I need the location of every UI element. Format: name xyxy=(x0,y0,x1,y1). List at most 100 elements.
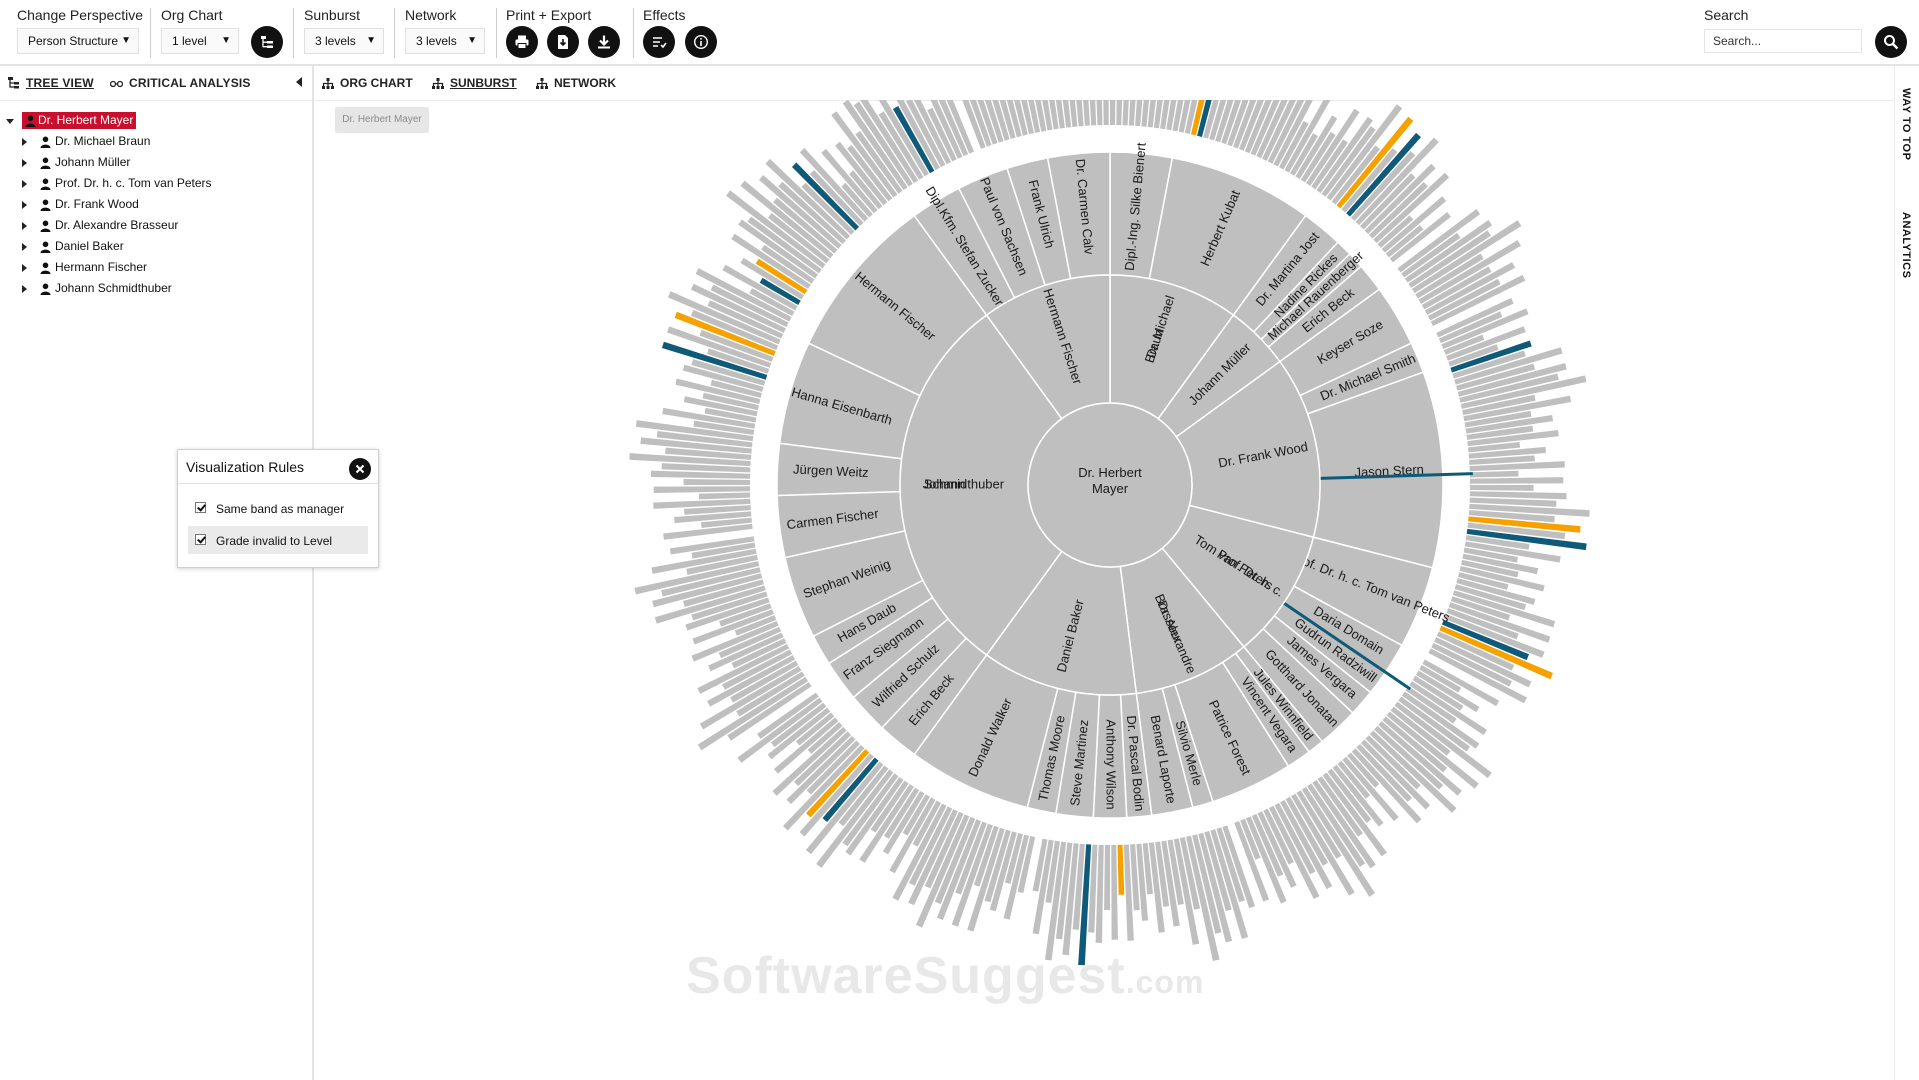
analytics-button[interactable]: ANALYTICS xyxy=(1900,212,1912,279)
outer-ring-segment xyxy=(1032,838,1048,892)
breadcrumb[interactable]: Dr. Herbert Mayer xyxy=(335,107,429,133)
outer-ring-segment xyxy=(1167,839,1184,905)
outer-ring-segment xyxy=(665,447,752,460)
network-levels-select[interactable]: 3 levels ▼ xyxy=(405,28,485,54)
tab-critical-analysis[interactable]: CRITICAL ANALYSIS xyxy=(109,76,251,90)
export-pdf-button[interactable] xyxy=(547,26,579,58)
outer-ring-segment xyxy=(718,626,782,659)
visualization-rules-button[interactable] xyxy=(643,26,675,58)
outer-ring-segment xyxy=(1460,375,1587,409)
tree-node[interactable]: Dr. Frank Wood xyxy=(0,194,310,215)
outer-ring-segment xyxy=(683,479,751,485)
outer-ring-segment xyxy=(1234,821,1270,902)
tree-node[interactable]: Johann Müller xyxy=(0,152,310,173)
tree-node[interactable]: Prof. Dr. h. c. Tom van Peters xyxy=(0,173,310,194)
outer-ring-segment xyxy=(667,326,772,368)
outer-ring-segment xyxy=(1055,100,1065,129)
outer-ring-segment xyxy=(1444,614,1545,658)
tree-node[interactable]: Daniel Baker xyxy=(0,236,310,257)
info-button[interactable] xyxy=(685,26,717,58)
outer-ring-segment xyxy=(1469,503,1590,517)
outer-ring-segment xyxy=(1160,100,1170,130)
outer-ring-segment xyxy=(1454,584,1527,611)
checkbox[interactable] xyxy=(195,534,206,545)
rule-same-band[interactable]: Same band as manager xyxy=(188,494,368,522)
left-panel: TREE VIEW CRITICAL ANALYSIS Dr. Herbert … xyxy=(0,66,314,1080)
tab-network[interactable]: NETWORK xyxy=(536,76,616,90)
sunburst-levels-select[interactable]: 3 levels ▼ xyxy=(304,28,384,54)
expand-right-icon[interactable] xyxy=(22,222,27,230)
outer-ring-segment xyxy=(629,453,751,467)
outer-ring-segment xyxy=(1035,100,1047,132)
collapse-panel-icon[interactable] xyxy=(296,77,302,87)
outer-ring-segment xyxy=(1062,843,1079,956)
outer-ring-segment xyxy=(690,309,779,351)
tab-sunburst[interactable]: SUNBURST xyxy=(432,76,517,90)
tree-node-label: Dr. Frank Wood xyxy=(55,197,139,211)
toolbar-divider xyxy=(633,8,634,58)
print-button[interactable] xyxy=(506,26,538,58)
outer-ring-segment xyxy=(1147,100,1156,128)
perspective-select[interactable]: Person Structure ▼ xyxy=(17,28,139,54)
tab-org-chart-label: ORG CHART xyxy=(340,76,413,90)
way-to-top-button[interactable]: WAY TO TOP xyxy=(1900,88,1912,161)
outer-ring-segment xyxy=(1405,686,1457,724)
hierarchy-layout-button[interactable] xyxy=(251,26,283,58)
expand-right-icon[interactable] xyxy=(22,180,27,188)
expand-right-icon[interactable] xyxy=(22,159,27,167)
outer-ring-segment xyxy=(1032,839,1054,935)
outer-ring-segment xyxy=(1468,516,1581,533)
outer-ring-segment xyxy=(1336,116,1414,209)
checkbox[interactable] xyxy=(195,502,206,513)
tree-node[interactable]: Hermann Fischer xyxy=(0,257,310,278)
outer-ring-segment xyxy=(1142,843,1153,895)
outer-ring-segment xyxy=(1166,100,1177,131)
outer-ring-segment xyxy=(1351,748,1422,824)
orgchart-levels-select[interactable]: 1 level ▼ xyxy=(161,28,239,54)
tab-org-chart[interactable]: ORG CHART xyxy=(322,76,413,90)
outer-ring-segment xyxy=(999,100,1016,139)
search-button[interactable] xyxy=(1875,26,1907,58)
outer-ring-segment xyxy=(1069,100,1078,127)
tree-node-root[interactable]: Dr. Herbert Mayer xyxy=(0,110,310,131)
toolbar-divider xyxy=(496,8,497,58)
tree-node[interactable]: Dr. Alexandre Brasseur xyxy=(0,215,310,236)
search-input[interactable] xyxy=(1704,29,1862,53)
outer-ring-segment xyxy=(674,311,776,356)
outer-ring-segment xyxy=(1284,100,1331,173)
outer-ring-segment xyxy=(765,158,851,240)
toolbar-divider xyxy=(293,8,294,58)
outer-ring-segment xyxy=(1377,215,1414,248)
expand-right-icon[interactable] xyxy=(22,285,27,293)
chevron-down-icon: ▼ xyxy=(221,35,231,46)
expand-right-icon[interactable] xyxy=(22,201,27,209)
expand-right-icon[interactable] xyxy=(22,138,27,146)
close-button[interactable] xyxy=(349,458,371,480)
outer-ring-segment xyxy=(951,823,993,927)
outer-ring-segment xyxy=(1409,681,1488,736)
rule-grade-invalid[interactable]: Grade invalid to Level xyxy=(188,526,368,554)
outer-ring-segment xyxy=(1279,120,1309,170)
outer-ring-segment xyxy=(747,216,822,274)
outer-ring-segment xyxy=(984,100,1004,143)
tab-tree-view[interactable]: TREE VIEW xyxy=(8,76,94,90)
tree-node[interactable]: Johann Schmidthuber xyxy=(0,278,310,299)
outer-ring-segment xyxy=(1014,100,1028,136)
expand-right-icon[interactable] xyxy=(22,243,27,251)
outer-ring-segment xyxy=(1431,642,1513,687)
expand-right-icon[interactable] xyxy=(22,264,27,272)
outer-ring-segment xyxy=(927,107,957,162)
right-side-strip: WAY TO TOP ANALYTICS xyxy=(1894,66,1919,1080)
perspective-label: Change Perspective xyxy=(17,7,144,23)
outer-ring-segment xyxy=(842,773,899,847)
ring1-label: Johann xyxy=(923,476,966,491)
outer-ring-segment xyxy=(682,579,764,607)
outer-ring-segment xyxy=(934,816,976,905)
tree-node[interactable]: Dr. Michael Braun xyxy=(0,131,310,152)
outer-ring-segment xyxy=(767,213,830,264)
download-button[interactable] xyxy=(588,26,620,58)
expand-down-icon[interactable] xyxy=(6,119,14,124)
outer-ring-segment xyxy=(1369,730,1457,813)
outer-ring-segment xyxy=(1173,838,1200,945)
rules-list-icon xyxy=(653,37,667,49)
